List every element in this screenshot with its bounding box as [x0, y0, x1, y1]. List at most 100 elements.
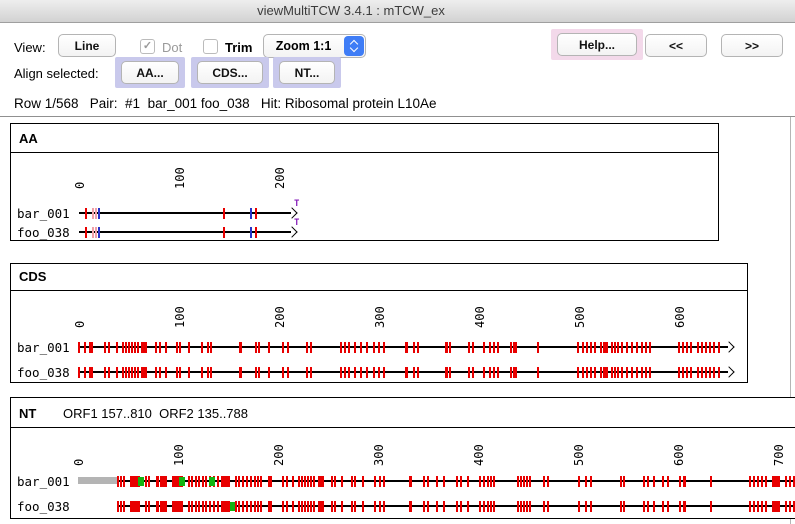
prev-button[interactable]: << [645, 34, 707, 57]
mismatch-tick [255, 226, 257, 238]
mismatch-tick [98, 226, 100, 238]
mismatch-tick [179, 366, 181, 378]
mismatch-tick [145, 475, 147, 487]
mismatch-tick [647, 500, 649, 512]
line-button[interactable]: Line [58, 34, 116, 57]
mismatch-tick [493, 475, 495, 487]
panel-cds: CDS 0 100 200 300 400 500 600 bar_001 foo_038 [10, 263, 748, 383]
mismatch-tick [383, 500, 385, 512]
mismatch-tick [159, 475, 167, 487]
mismatch-tick [487, 500, 489, 512]
mismatch-tick [188, 475, 190, 487]
toolbar-divider [0, 116, 795, 117]
title-bar: viewMultiTCW 3.4.1 : mTCW_ex [0, 0, 795, 23]
mismatch-tick [268, 500, 272, 512]
mismatch-tick [537, 341, 539, 353]
mismatch-tick [173, 500, 183, 512]
mismatch-tick [191, 475, 193, 487]
mismatch-tick [202, 475, 204, 487]
scale-tick-label: 500 [573, 306, 587, 328]
mismatch-tick [690, 341, 692, 353]
mismatch-tick [159, 341, 161, 353]
mismatch-tick [378, 341, 380, 353]
mismatch-tick [460, 500, 462, 512]
mismatch-tick [614, 366, 616, 378]
mismatch-tick [108, 341, 110, 353]
mismatch-tick [354, 341, 356, 353]
mismatch-tick [255, 207, 257, 219]
mismatch-tick [761, 500, 763, 512]
mismatch-tick [479, 500, 481, 512]
mismatch-tick [116, 341, 118, 353]
mismatch-tick [520, 500, 522, 512]
scale-tick-label: 200 [272, 444, 286, 466]
mismatch-tick [313, 500, 315, 512]
mismatch-tick [379, 500, 381, 512]
mismatch-tick [590, 341, 592, 353]
mismatch-tick [235, 475, 237, 487]
mismatch-tick [250, 226, 252, 238]
mismatch-tick [207, 341, 209, 353]
mismatch-tick [483, 341, 485, 353]
align-aa-button[interactable]: AA... [121, 61, 179, 84]
mismatch-tick [198, 475, 200, 487]
mismatch-tick [260, 500, 262, 512]
mismatch-tick [705, 341, 707, 353]
mismatch-tick [131, 366, 133, 378]
align-cds-button[interactable]: CDS... [197, 61, 263, 84]
mismatch-tick [78, 341, 80, 353]
mismatch-tick [254, 500, 256, 512]
mismatch-tick [340, 366, 342, 378]
dot-checkbox-label: Dot [162, 40, 183, 55]
scale-tick-label: 600 [673, 306, 687, 328]
panel-title-cds: CDS [19, 269, 47, 284]
zoom-select[interactable]: Zoom 1:1 [263, 34, 366, 58]
mismatch-tick [341, 475, 343, 487]
mismatch-tick [282, 475, 284, 487]
mismatch-tick [785, 475, 787, 487]
mismatch-tick [238, 475, 240, 487]
mismatch-tick [643, 500, 645, 512]
align-nt-button[interactable]: NT... [279, 61, 335, 84]
mismatch-tick [636, 366, 638, 378]
mismatch-tick [378, 366, 380, 378]
trim-checkbox[interactable] [203, 39, 218, 54]
dot-checkbox[interactable]: ✓ [140, 39, 155, 54]
mismatch-tick [537, 366, 539, 378]
mismatch-tick [643, 475, 645, 487]
mismatch-tick [374, 475, 376, 487]
mismatch-tick [686, 366, 688, 378]
mismatch-tick [489, 366, 491, 378]
mismatch-tick [310, 475, 312, 487]
mismatch-tick [679, 475, 681, 487]
mismatch-tick [348, 341, 350, 353]
mismatch-tick [159, 366, 161, 378]
mismatch-tick [286, 475, 288, 487]
mismatch-tick [510, 341, 512, 353]
mismatch-tick [649, 341, 651, 353]
mismatch-tick [761, 475, 763, 487]
next-button[interactable]: >> [721, 34, 783, 57]
mismatch-tick [221, 500, 223, 512]
mismatch-tick [176, 366, 178, 378]
mismatch-tick [191, 500, 193, 512]
mismatch-tick [282, 341, 284, 353]
mismatch-tick [543, 500, 545, 512]
mismatch-tick [257, 500, 259, 512]
mismatch-tick [217, 500, 219, 512]
mismatch-tick [108, 366, 110, 378]
mismatch-tick [765, 500, 767, 512]
mismatch-tick [134, 341, 136, 353]
mismatch-tick [250, 500, 252, 512]
mismatch-tick [210, 366, 212, 378]
mismatch-tick [287, 366, 289, 378]
mismatch-tick [298, 500, 300, 512]
scale-tick-label: 200 [273, 167, 287, 189]
mismatch-tick [132, 475, 140, 487]
help-button[interactable]: Help... [557, 33, 637, 56]
mismatch-tick [307, 475, 309, 487]
scale-tick-label: 300 [372, 444, 386, 466]
mismatch-tick [529, 500, 531, 512]
mismatch-tick [526, 475, 528, 487]
